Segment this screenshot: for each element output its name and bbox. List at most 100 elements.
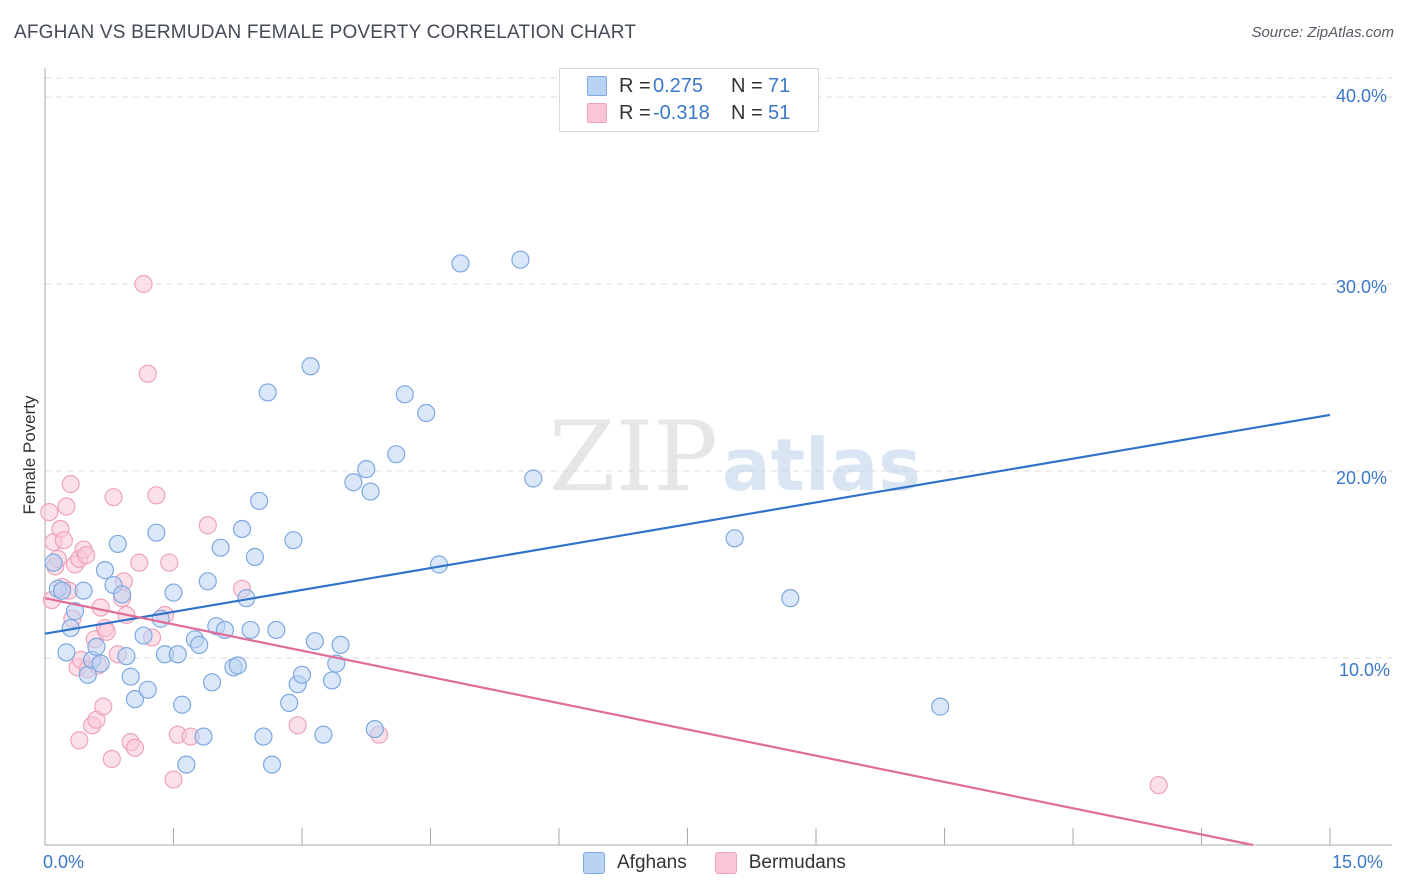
data-point: [361, 482, 380, 501]
y-tick-label: 30.0%: [1336, 277, 1388, 297]
data-point: [53, 581, 72, 600]
data-point: [147, 486, 166, 505]
data-point: [194, 727, 213, 746]
watermark-atlas: atlas: [722, 423, 921, 507]
data-point: [164, 583, 183, 602]
data-point: [121, 667, 140, 686]
data-point: [198, 572, 217, 591]
data-point: [57, 497, 76, 516]
data-point: [95, 561, 115, 580]
correlation-legend: R = 0.275 N = 71 R = -0.318 N = 51: [559, 68, 819, 132]
r-label: R =: [619, 101, 651, 124]
data-point: [250, 491, 269, 511]
afghans-trend-line: [44, 413, 1331, 635]
data-point: [245, 547, 264, 567]
data-point: [725, 529, 744, 548]
data-point: [54, 531, 73, 550]
afghans-swatch: [587, 76, 607, 96]
legend-item-bermudans[interactable]: Bermudans: [714, 852, 846, 874]
data-point: [344, 473, 363, 492]
chart-title: AFGHAN VS BERMUDAN FEMALE POVERTY CORREL…: [14, 22, 637, 43]
data-point: [57, 643, 76, 662]
data-point: [202, 673, 222, 692]
data-point: [288, 716, 307, 735]
data-point: [241, 620, 260, 640]
data-point: [292, 665, 312, 684]
bermudans-trend-line: [44, 597, 1254, 847]
data-point: [284, 531, 303, 550]
x-tick-label-max: 15.0%: [1332, 852, 1384, 872]
data-point: [314, 725, 333, 744]
data-point: [65, 602, 85, 621]
data-point: [190, 635, 209, 655]
data-point: [97, 622, 116, 641]
legend-label: Afghans: [617, 852, 687, 873]
data-point: [160, 553, 179, 572]
bermudans-points: [40, 274, 1168, 795]
data-point: [280, 693, 299, 712]
data-point: [94, 697, 113, 716]
r-value: 0.275: [653, 74, 704, 97]
data-point: [1149, 776, 1168, 795]
data-point: [138, 364, 157, 383]
data-point: [125, 738, 145, 757]
data-point: [931, 697, 950, 716]
axes: [44, 68, 1392, 846]
data-point: [524, 469, 543, 488]
data-point: [301, 357, 320, 376]
data-point: [511, 250, 530, 269]
legend-row-afghans: R = 0.275 N = 71: [560, 73, 790, 99]
data-point: [211, 538, 230, 557]
series-legend: Afghans Bermudans: [583, 852, 874, 874]
data-point: [395, 385, 414, 404]
data-point: [147, 523, 166, 542]
data-point: [44, 553, 63, 572]
watermark-zip: ZIP: [549, 401, 718, 513]
legend-item-afghans[interactable]: Afghans: [583, 852, 687, 874]
legend-label: Bermudans: [748, 852, 846, 873]
data-point: [164, 770, 183, 789]
bermudans-swatch: [587, 103, 607, 123]
r-label: R =: [619, 74, 651, 97]
data-point: [40, 503, 59, 522]
legend-row-bermudans: R = -0.318 N = 51: [560, 100, 790, 126]
data-point: [138, 680, 157, 699]
data-point: [102, 749, 121, 769]
data-point: [172, 695, 192, 714]
data-point: [365, 719, 384, 739]
y-tick-label: 40.0%: [1336, 86, 1388, 106]
data-point: [134, 626, 153, 645]
data-point: [451, 254, 470, 273]
data-point: [198, 516, 217, 535]
afghans-swatch: [583, 852, 605, 874]
data-point: [112, 585, 132, 604]
data-point: [61, 474, 80, 494]
data-point: [70, 731, 89, 750]
data-point: [91, 654, 110, 673]
data-point: [125, 690, 145, 709]
r-value: -0.318: [653, 101, 710, 124]
watermark: ZIP atlas: [549, 401, 921, 513]
data-point: [262, 755, 282, 774]
data-point: [130, 553, 149, 572]
data-point: [104, 488, 123, 507]
data-point: [387, 445, 406, 464]
data-point: [417, 403, 436, 423]
data-point: [258, 383, 277, 402]
afghans-points: [44, 250, 950, 774]
n-value: 51: [768, 101, 791, 124]
y-tick-label: 10.0%: [1339, 660, 1391, 680]
y-axis-label: Female Poverty: [20, 395, 39, 515]
data-point: [322, 671, 342, 690]
data-point: [357, 460, 376, 479]
data-point: [305, 632, 324, 651]
n-label: N =: [731, 74, 763, 97]
data-point: [781, 589, 800, 608]
data-point: [108, 534, 127, 554]
data-point: [74, 581, 93, 600]
source-label: Source: ZipAtlas.com: [1251, 24, 1394, 41]
data-point: [254, 727, 273, 746]
data-point: [232, 519, 252, 539]
data-point: [228, 656, 247, 675]
